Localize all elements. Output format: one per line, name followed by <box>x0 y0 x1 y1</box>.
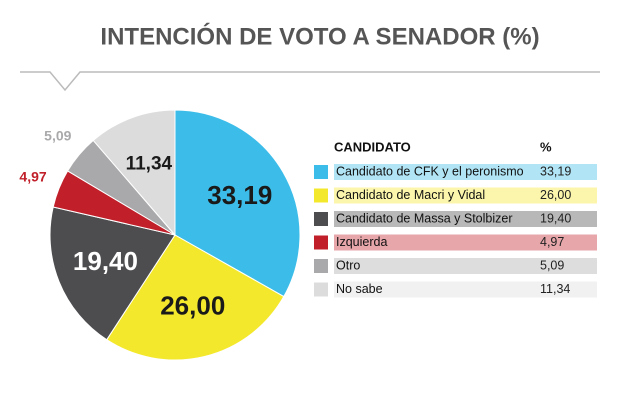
legend-row-bg <box>334 234 597 251</box>
legend-swatch <box>314 259 328 273</box>
pie-slice <box>92 109 176 237</box>
slice-label: 11,34 <box>126 154 173 175</box>
slice-label: 33,19 <box>207 180 272 210</box>
pie-slice <box>106 234 285 361</box>
slice-label: 19,40 <box>73 246 138 276</box>
legend-value: 33,19 <box>540 164 571 178</box>
legend-label: Izquierda <box>336 235 387 249</box>
legend-value: 19,40 <box>540 211 571 225</box>
legend-value: 5,09 <box>540 258 564 272</box>
chart-title: INTENCIÓN DE VOTO A SENADOR (%) <box>100 22 539 50</box>
legend-row-bg <box>334 187 597 204</box>
legend-label: No sabe <box>336 282 383 296</box>
legend-swatch <box>314 212 328 226</box>
legend-value: 26,00 <box>540 188 571 202</box>
legend-value: 4,97 <box>540 235 564 249</box>
legend-swatch <box>314 165 328 179</box>
slice-label: 4,97 <box>19 169 46 185</box>
legend-row-bg <box>334 211 597 227</box>
divider <box>20 71 600 92</box>
legend-row-bg <box>334 164 597 180</box>
slice-label: 26,00 <box>160 291 225 321</box>
legend-label: Candidato de Massa y Stolbizer <box>336 211 512 225</box>
legend-title: CANDIDATO <box>334 139 411 154</box>
legend-row-bg <box>334 281 597 298</box>
legend-swatch <box>314 188 328 203</box>
slice-label: 5,09 <box>44 127 71 143</box>
legend-swatch <box>314 235 328 250</box>
pie-slice <box>174 109 301 298</box>
legend-label: Candidato de Macri y Vidal <box>336 188 485 202</box>
value-header: % <box>540 139 552 154</box>
legend-row-bg <box>334 258 597 274</box>
pie-slice <box>49 206 176 341</box>
legend-swatch <box>314 282 328 297</box>
legend-label: Otro <box>336 258 360 272</box>
legend-value: 11,34 <box>540 282 570 296</box>
legend-label: Candidato de CFK y el peronismo <box>336 164 524 178</box>
